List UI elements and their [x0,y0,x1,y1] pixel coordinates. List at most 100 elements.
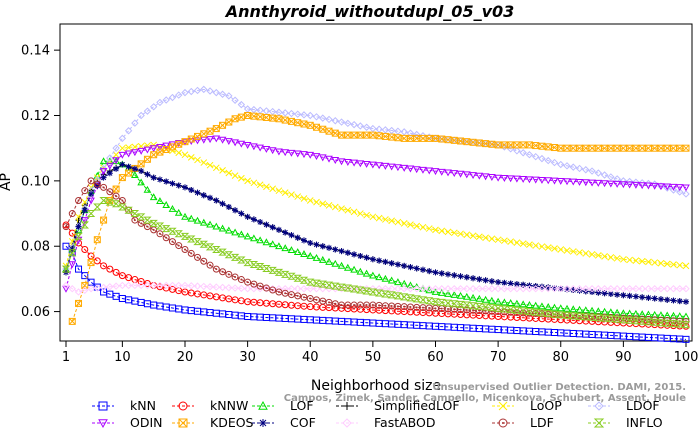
data-point [343,263,352,271]
data-point [594,169,603,177]
data-point [68,317,76,325]
data-point [556,177,565,185]
data-point [93,174,101,181]
data-point [187,153,195,161]
data-point [657,183,665,191]
data-point [650,182,659,190]
data-point [118,151,127,159]
data-point [75,213,82,221]
data-point [494,285,502,293]
data-point-dot [234,275,237,278]
data-point [112,151,120,159]
data-point [68,210,76,218]
data-point-cross [601,144,608,152]
data-point [244,213,251,220]
data-point [550,285,559,293]
data-point [683,298,689,305]
data-point [344,206,352,214]
data-point [601,290,608,297]
data-point [525,151,534,159]
data-point [219,167,226,174]
data-point [594,285,603,293]
data-point-dot [634,317,637,320]
data-point [594,314,603,322]
legend-marker [343,402,351,410]
data-point [551,285,558,292]
series-ldof [62,85,690,273]
data-point-dot [215,268,218,271]
data-point [669,320,678,328]
x-axis: 1 10 20 30 40 50 60 70 80 90 100 [62,341,698,365]
data-point [676,188,684,196]
data-point-cross [482,140,489,147]
data-point [675,184,684,192]
data-point [663,319,672,327]
data-point [576,249,583,256]
x-tick-label: 40 [302,350,319,365]
data-point [563,304,571,312]
data-point-dot [403,305,406,308]
data-point [538,283,545,290]
data-point [532,242,540,249]
data-point [394,127,402,135]
data-point [318,255,327,263]
data-point [376,257,383,264]
data-point [375,214,383,222]
data-point [349,285,359,293]
data-point [200,192,207,199]
data-point [119,161,126,168]
data-point-cross [344,131,352,139]
y-tick-label: 0.08 [21,240,50,255]
data-point [180,232,190,240]
data-point-dot [440,307,443,310]
data-point [557,160,565,169]
data-point [188,187,195,194]
data-point [444,169,452,177]
data-point [638,182,647,190]
data-point-dot [340,304,343,307]
data-point [382,216,389,223]
data-point [556,311,565,319]
data-point-cross [331,129,339,137]
data-point [75,299,83,307]
data-point [149,193,158,201]
data-point [538,285,546,293]
data-point [657,296,664,303]
legend-label: kNN [130,398,156,413]
data-point [237,256,246,264]
data-point [394,278,402,286]
data-point [406,165,415,173]
data-point-cross [187,135,195,143]
data-point [569,285,577,293]
data-point [638,285,646,293]
data-point-cross [112,185,120,193]
data-point [456,291,465,299]
data-point [463,231,471,239]
data-point [68,261,77,269]
data-point [275,148,283,156]
data-point [588,167,596,175]
data-point [669,183,678,191]
data-point [475,285,484,293]
data-point-dot [71,212,74,215]
data-point [105,162,114,170]
data-point-dot [246,281,249,284]
data-point-cross [363,131,370,139]
data-point [299,276,309,284]
data-point [88,190,95,197]
data-point [400,219,408,227]
y-tick-label: 0.10 [21,174,50,189]
data-point-cross [413,135,421,142]
data-point [495,279,502,286]
data-point-dot [328,301,331,304]
data-point [100,262,108,270]
data-point [250,285,258,293]
data-point [275,187,283,195]
series-line [65,199,687,326]
data-point [199,218,208,226]
data-point [306,285,314,293]
data-point [163,178,170,185]
data-point [337,283,346,291]
data-point [237,140,246,148]
data-point-cross [463,138,471,146]
